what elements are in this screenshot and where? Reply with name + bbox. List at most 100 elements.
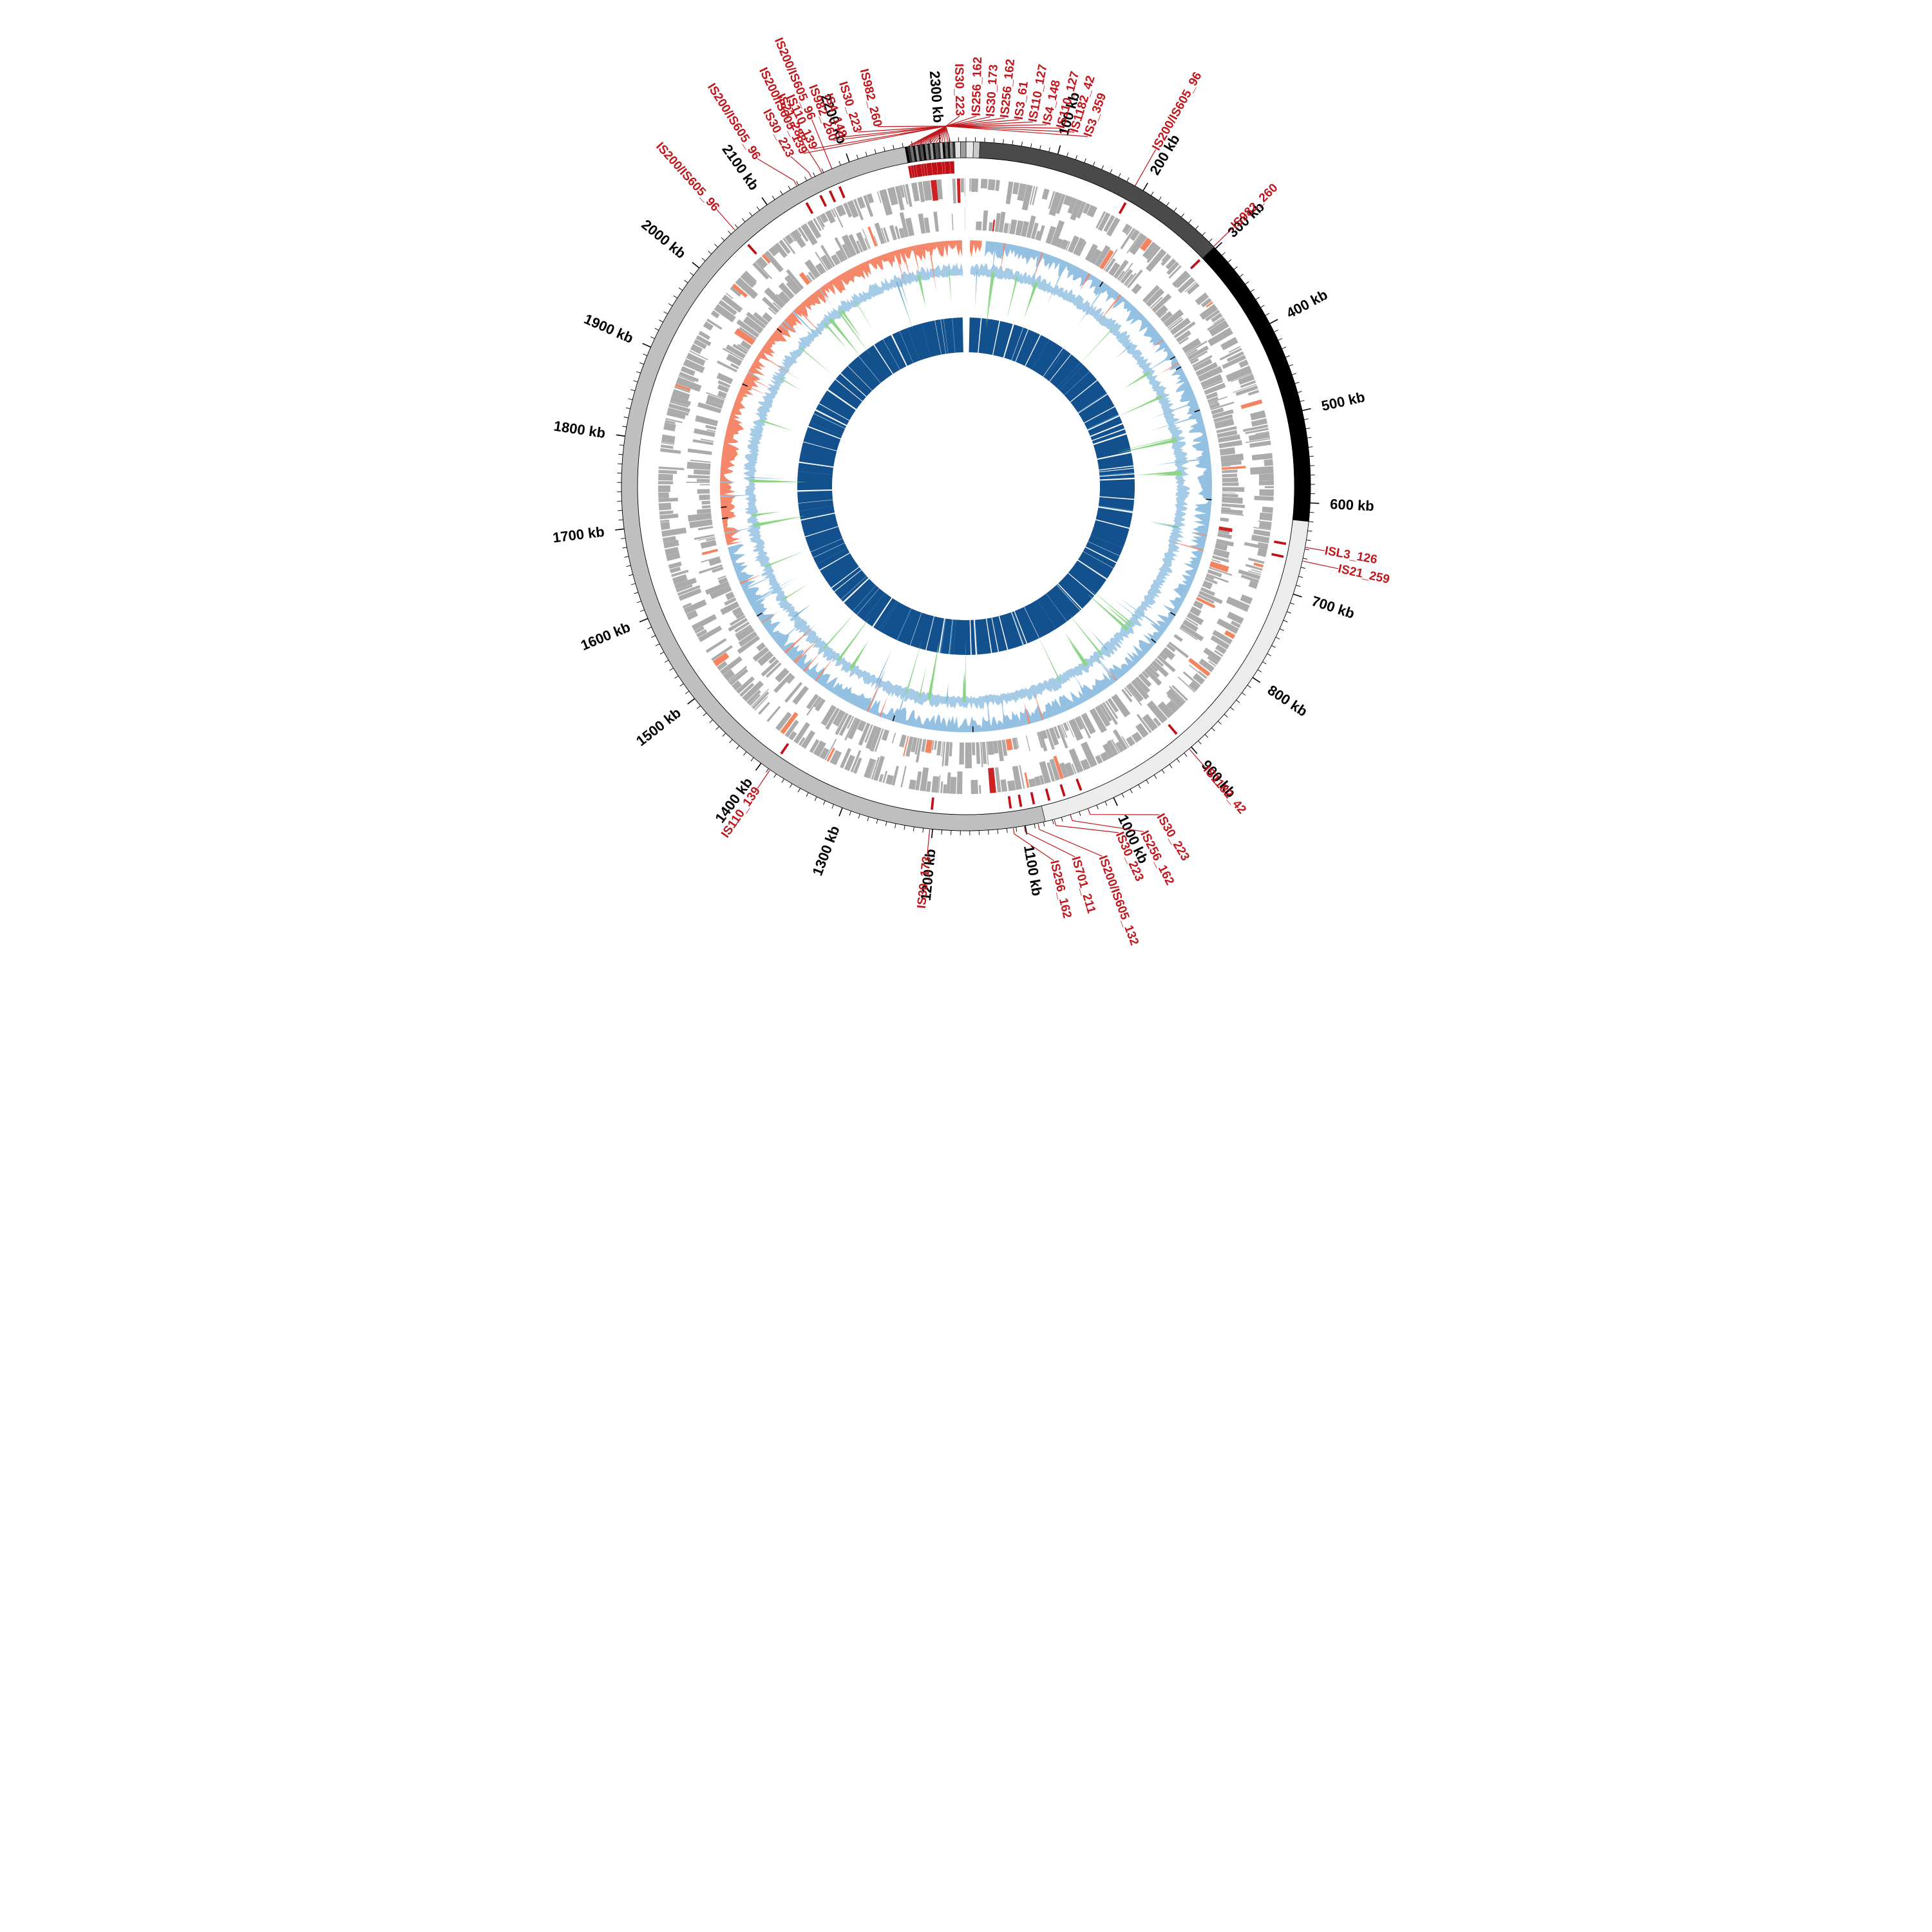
major-tick [616, 434, 625, 437]
skew-spike [1023, 702, 1031, 724]
cds-bar [1135, 723, 1149, 738]
is-leader-line [757, 158, 797, 186]
cds-bar [1056, 194, 1066, 214]
coverage-dip-green [765, 550, 806, 567]
is-leader-line [802, 141, 822, 173]
cds-bar [869, 759, 876, 779]
minor-tick [664, 659, 669, 663]
minor-tick [1130, 789, 1133, 793]
cds-bar [867, 226, 877, 247]
cds-bar [1056, 238, 1064, 248]
coverage-dip-green [838, 311, 871, 357]
cds-bar [1016, 737, 1019, 748]
cds-bar [699, 495, 710, 500]
cds-bar [689, 519, 713, 529]
minor-tick [1021, 142, 1023, 147]
cds-bar [1193, 673, 1206, 685]
cds-bar [1189, 606, 1202, 617]
cds-bar [690, 459, 711, 463]
cds-bar [1151, 660, 1170, 677]
cds-bar [726, 292, 734, 299]
cds-bar [696, 478, 710, 482]
minor-tick [684, 279, 688, 283]
contig-segment [960, 141, 967, 158]
core-block [805, 526, 843, 552]
cds-bar [1220, 512, 1244, 516]
cds-bar [706, 537, 715, 542]
minor-tick [639, 609, 645, 612]
cds-bar [891, 732, 896, 744]
cds-bar [1182, 337, 1202, 354]
contig-cluster-segment [914, 145, 920, 162]
cds-bar [706, 318, 723, 330]
cds-bar [844, 754, 855, 772]
is-element-label: IS701_211 [1068, 855, 1098, 916]
cds-bar [1131, 283, 1142, 294]
skew-black-dash [1151, 638, 1157, 643]
cds-bar [729, 615, 746, 626]
core-block [840, 576, 869, 602]
tick-label: 2000 kb [639, 216, 689, 261]
cds-bar [800, 223, 818, 246]
cds-bar [1142, 714, 1159, 732]
cds-bar [1028, 778, 1037, 788]
minor-tick [1126, 177, 1130, 182]
minor-tick [1012, 140, 1014, 145]
cds-bar [1204, 577, 1218, 585]
contig-cluster-segment [922, 144, 927, 161]
cds-bar [723, 669, 735, 681]
core-block [940, 319, 949, 354]
cds-bar [735, 612, 744, 620]
cds-bar [1095, 211, 1106, 229]
cds-bar [1157, 701, 1174, 719]
minor-tick [634, 592, 639, 594]
coverage-dip-green [1065, 632, 1088, 667]
cds-bar [1012, 737, 1018, 750]
cds-bar [758, 701, 770, 715]
cds-bar [717, 661, 728, 671]
cds-bar [1126, 686, 1142, 706]
cds-bar [952, 178, 956, 204]
cds-bar [1200, 587, 1215, 596]
cds-bar [1206, 301, 1213, 308]
is-mark [923, 163, 928, 176]
skew-spike [986, 690, 991, 732]
cds-bar [1214, 650, 1224, 658]
is-mark [921, 164, 925, 176]
cds-bar [1217, 533, 1233, 539]
minor-tick [1278, 338, 1283, 341]
minor-tick [1121, 793, 1124, 798]
skew-spike [912, 245, 920, 275]
cds-bar [900, 766, 907, 788]
cds-bar [1165, 258, 1177, 270]
minor-tick [1309, 455, 1314, 457]
major-tick [1025, 825, 1028, 835]
cds-bar [1258, 473, 1274, 481]
major-tick [1142, 182, 1148, 191]
cds-bar [666, 410, 686, 420]
core-block-light [1098, 505, 1133, 512]
cds-bar [899, 185, 905, 198]
skew-spike [1118, 596, 1166, 632]
cds-bar [705, 581, 730, 595]
coverage-dip-green [1075, 328, 1113, 368]
major-tick [1057, 145, 1061, 155]
cds-bar [1210, 401, 1235, 411]
cds-bar [1045, 729, 1055, 750]
cds-bar [706, 394, 724, 405]
coverage-dip-green [1104, 603, 1132, 627]
cds-bar [734, 328, 755, 345]
cds-bar [1189, 350, 1208, 362]
core-block [844, 578, 876, 611]
coverage-dip-green [1036, 633, 1061, 681]
cds-bar [813, 218, 822, 231]
cds-bar [960, 178, 964, 193]
cds-bar [1132, 732, 1142, 743]
cds-bar [1251, 453, 1273, 460]
minor-tick [856, 155, 858, 160]
cds-bar [971, 780, 978, 794]
minor-tick [1294, 382, 1300, 384]
cds-bar [1030, 222, 1039, 240]
